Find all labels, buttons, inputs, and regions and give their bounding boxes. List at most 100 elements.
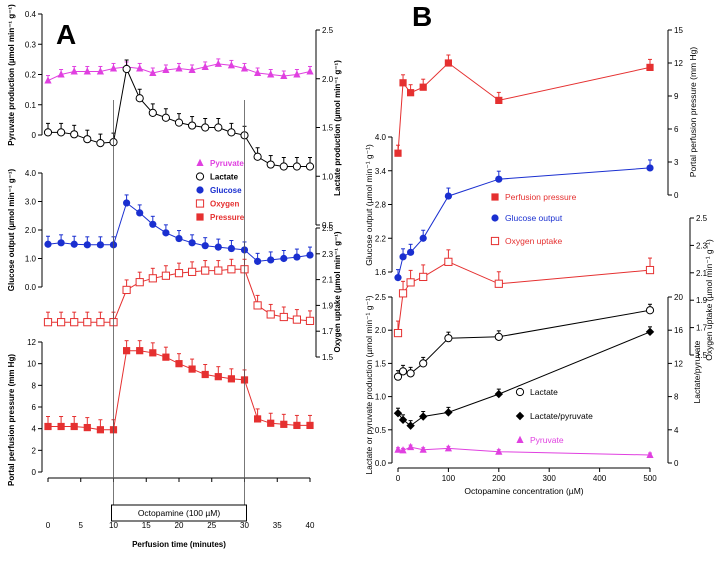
a-pressure-ylabel: Portal perfusion pressure (mm Hg) [7,354,16,486]
b-lactate-y-tick-label: 2.0 [375,326,387,335]
b-oxygen-y-tick-label: 1.7 [696,324,708,333]
a-pressure-point [201,370,209,379]
a-oxygen-point [122,285,131,295]
a-glucose-y-tick-label: 3.0 [25,198,37,207]
a-lactate-y-tick-label: 2.0 [322,75,334,84]
a-lactate-point [305,162,315,171]
a-oxygen-point [292,315,301,324]
a-lactate-point [135,94,144,103]
b-pressure-point [444,59,452,67]
a-legend-marker [195,199,205,208]
b-ratio-y-tick-label: 20 [674,293,683,302]
a-pressure-point [123,347,131,355]
b-lactate-y-tick-label: 1.5 [375,359,387,368]
b-x-axis-label: Octopamine concentration (µM) [464,486,583,496]
b-pressure-point [394,149,402,157]
a-x-axis-label: Perfusion time (minutes) [132,540,226,549]
a-lactate-y-tick-label: 2.5 [322,26,334,35]
b-x-tick-label: 0 [396,474,401,483]
b-ratio-point [393,409,403,418]
b-legend-label: Pyruvate [530,435,564,445]
a-lactate-point [292,162,301,171]
b-legend-label: Lactate [530,387,558,397]
a-pressure-point [227,375,235,383]
b-glucose-ylabel: Glucose output (µmol min⁻¹ g⁻¹) [364,144,374,266]
a-pyruvate-y-tick-label: 0 [32,131,37,140]
b-ratio-y-tick-label: 4 [674,426,679,435]
b-glucose-point [495,175,503,183]
a-oxygen-point [201,266,210,275]
a-pyruvate-point [175,64,183,72]
a-glucose-point [123,199,131,207]
a-pyruvate-point [240,64,249,72]
b-ratio-point [444,408,453,417]
a-pyruvate-point [254,68,262,76]
b-pyruvate-point [407,442,415,451]
panel-a-label: A [56,19,76,50]
a-oxygen-point [253,301,262,310]
a-x-tick-label: 20 [175,521,184,530]
a-glucose-point [214,243,222,251]
a-pyruvate-y-tick-label: 0.3 [25,40,37,49]
b-lactate-point [406,369,415,378]
a-pressure-point [44,422,52,431]
b-legend-marker [490,236,500,246]
b-oxygen-ylabel: Oxygen uptake (µmol min⁻¹ g⁻¹) [704,239,714,361]
b-pressure-point [495,96,503,104]
b-x-tick-label: 400 [593,474,607,483]
a-pressure-point [162,353,170,361]
a-glucose-point [70,240,78,248]
b-x-tick-label: 500 [643,474,657,483]
b-lactate-point [398,367,408,376]
a-lactate-point [122,64,131,74]
a-glucose-point [293,253,301,261]
b-pressure-point [407,89,415,97]
b-ratio-point [645,327,655,337]
a-oxygen-y-tick-label: 2.5 [322,224,334,233]
b-glucose-point [444,192,452,200]
b-lactate-y-tick-label: 2.5 [375,293,387,302]
b-legend-label: Oxygen uptake [505,236,562,246]
b-ratio-y-tick-label: 8 [674,393,679,402]
b-oxygen-y-tick-label: 2.1 [696,269,708,278]
b-glucose-point [407,248,415,256]
b-lactate-point [393,372,403,381]
a-glucose-point [96,241,104,249]
a-oxygen-y-tick-label: 2.3 [322,250,334,259]
a-oxygen-point [83,318,92,327]
a-oxygen-point [305,316,315,325]
a-pressure-point [306,421,314,430]
b-pressure-y-tick-label: 0 [674,191,679,200]
a-lactate-point [227,128,236,137]
b-oxygen-y-tick-label: 1.5 [696,351,708,360]
a-pyruvate-point [136,64,144,72]
a-pressure-y-tick-label: 6 [32,403,37,412]
a-x-tick-label: 10 [109,521,118,530]
b-glucose-point [399,253,407,261]
a-pressure-y-tick-label: 2 [32,446,37,455]
b-pressure-point [419,83,427,91]
a-pyruvate-point [188,65,196,73]
a-pyruvate-point [280,71,288,80]
b-lactate-y-tick-label: 0.0 [375,459,387,468]
a-x-tick-label: 15 [142,521,151,530]
a-lactate-point [83,135,92,144]
b-glucose-y-tick-label: 2.8 [375,201,387,210]
a-lactate-y-tick-label: 0.5 [322,221,334,230]
a-oxygen-point [227,265,236,274]
a-pyruvate-point [201,62,209,70]
a-glucose-point [44,240,52,248]
a-oxygen-ylabel: Oxygen uptake (µmol min⁻¹ g⁻¹) [333,231,342,352]
a-oxygen-y-tick-label: 1.9 [322,301,334,310]
b-glucose-y-tick-label: 3.4 [375,167,387,176]
a-pyruvate-point [214,59,222,67]
b-pressure-y-tick-label: 15 [674,26,683,35]
a-pressure-point [96,426,104,434]
a-legend-label: Pressure [210,213,245,222]
b-glucose-point [419,234,427,242]
b-x-tick-label: 100 [442,474,456,483]
b-oxygen-point [398,289,408,298]
a-oxygen-point [161,271,171,280]
b-ratio-ylabel: Lactate/pyruvate [692,340,702,403]
b-lactate-point [444,334,453,343]
